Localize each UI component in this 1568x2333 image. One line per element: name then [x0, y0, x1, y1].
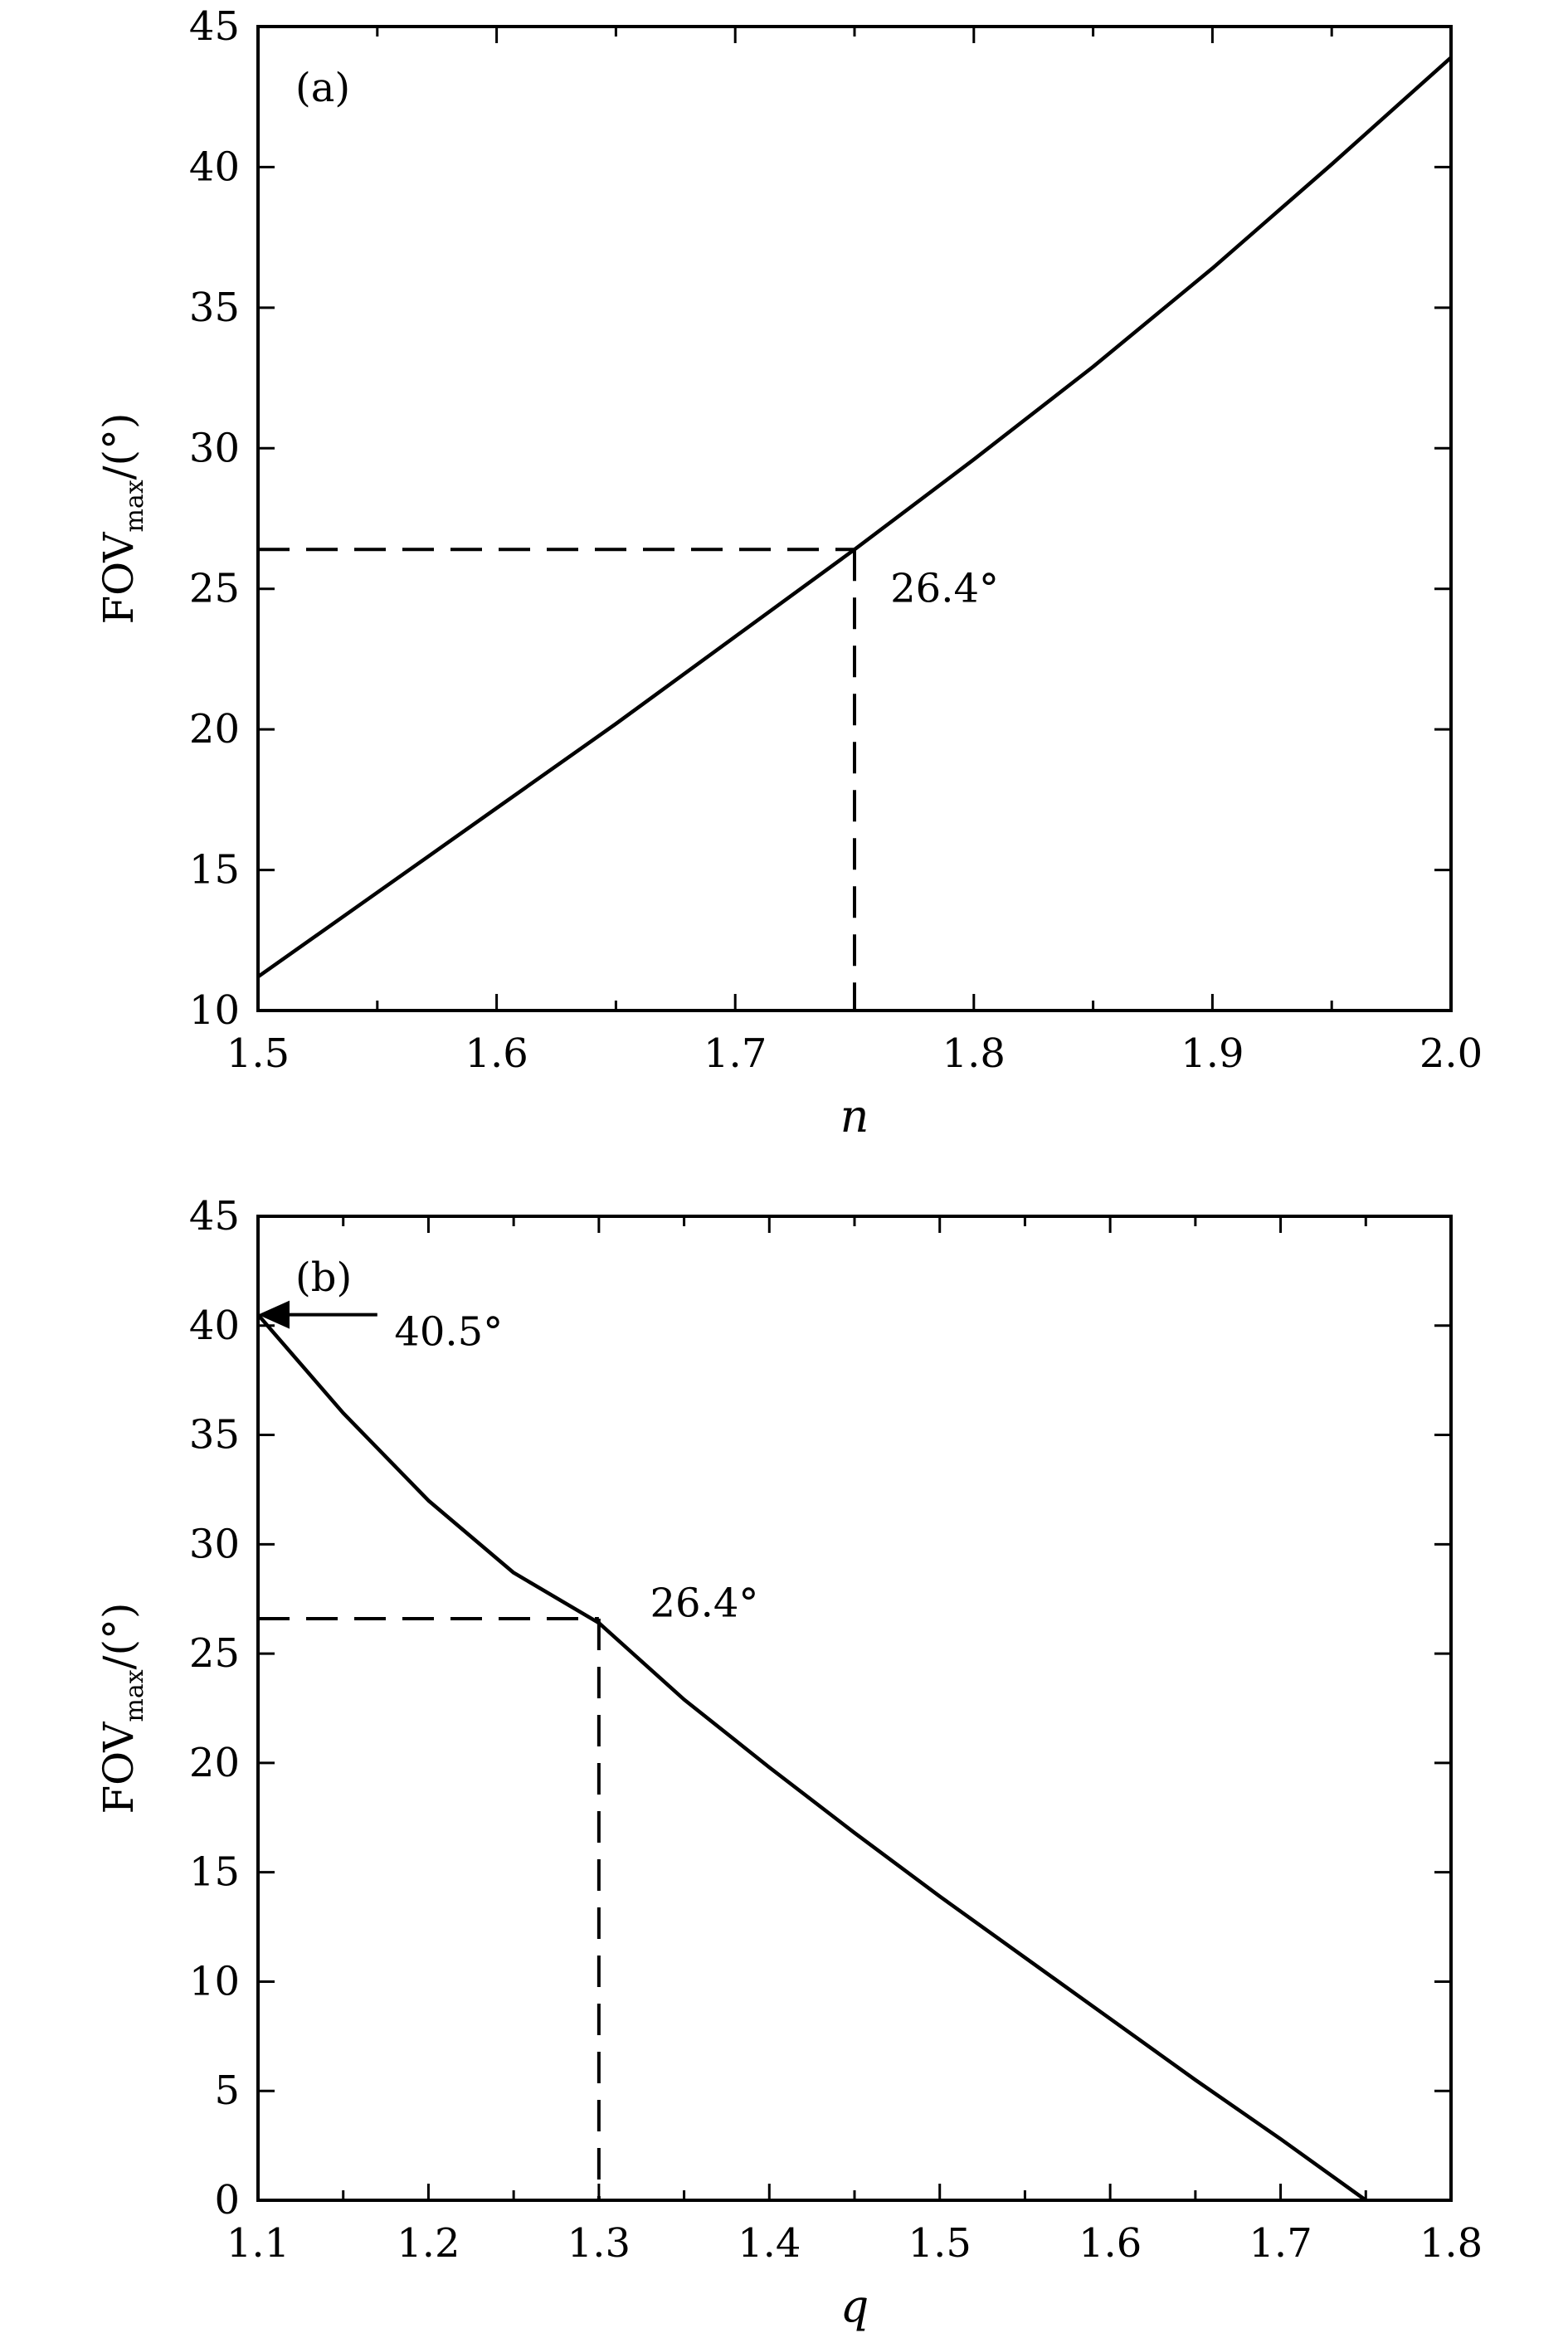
annotation-label: 26.4°	[650, 1580, 758, 1626]
y-tick-label: 10	[189, 987, 240, 1034]
panel-label: (b)	[295, 1254, 352, 1301]
x-tick-label: 1.8	[942, 1030, 1006, 1077]
x-tick-label: 1.5	[908, 2220, 971, 2267]
y-tick-label: 35	[189, 1412, 240, 1459]
y-axis-title-main: FOV	[95, 1722, 143, 1814]
annotation-label: 26.4°	[890, 566, 999, 612]
x-tick-label: 1.6	[1079, 2220, 1142, 2267]
x-tick-label: 1.4	[738, 2220, 801, 2267]
annotation-label: 40.5°	[394, 1309, 503, 1356]
y-tick-label: 30	[189, 1521, 240, 1567]
y-tick-label: 40	[189, 144, 240, 190]
y-axis-title-sub: max	[120, 1669, 149, 1722]
plot-frame	[256, 1215, 1453, 2202]
y-tick-label: 40	[189, 1303, 240, 1349]
y-axis-title: FOVmax/(°)	[95, 1602, 149, 1814]
y-axis-title-unit: /(°)	[95, 1602, 143, 1669]
y-axis-title-main: FOV	[95, 532, 143, 625]
y-tick-label: 25	[189, 1630, 240, 1677]
x-tick-label: 1.3	[567, 2220, 631, 2267]
x-tick-label: 1.2	[397, 2220, 460, 2267]
x-tick-label: 1.1	[226, 2220, 290, 2267]
y-axis-title-sub: max	[120, 480, 149, 532]
x-tick-label: 1.8	[1419, 2220, 1483, 2267]
x-tick-label: 2.0	[1419, 1030, 1483, 1077]
y-tick-label: 5	[214, 2068, 240, 2114]
panel-label: (a)	[295, 65, 350, 111]
y-tick-label: 0	[214, 2177, 240, 2223]
x-axis-title: n	[840, 1090, 869, 1142]
y-tick-label: 20	[189, 1740, 240, 1786]
x-tick-label: 1.7	[1249, 2220, 1312, 2267]
panel-a: 1.5 1.6 1.7 1.8 1.9 2.0 10 15 20 25 30 35 40 45 26.4° (…	[95, 3, 1483, 1142]
y-tick-label: 30	[189, 425, 240, 471]
x-tick-label: 1.7	[704, 1030, 767, 1077]
y-tick-label: 20	[189, 706, 240, 753]
y-axis-title: FOVmax/(°)	[95, 412, 149, 624]
series-line	[256, 56, 1453, 979]
x-tick-label: 1.9	[1181, 1030, 1244, 1077]
y-tick-label: 45	[189, 1193, 240, 1240]
y-tick-label: 15	[189, 847, 240, 894]
y-tick-label: 45	[189, 3, 240, 50]
arrow-head-icon	[258, 1300, 290, 1329]
series-line	[256, 1313, 1367, 2202]
panel-b: 1.1 1.2 1.3 1.4 1.5 1.6 1.7 1.8 0 5 10 15 20 25 30 35 40…	[95, 1193, 1483, 2332]
x-tick-label: 1.6	[465, 1030, 528, 1077]
y-tick-label: 25	[189, 566, 240, 612]
y-axis-title-unit: /(°)	[95, 412, 143, 480]
x-axis-title: q	[840, 2280, 869, 2332]
y-tick-label: 15	[189, 1849, 240, 1896]
y-tick-label: 35	[189, 285, 240, 331]
x-tick-label: 1.5	[226, 1030, 290, 1077]
y-tick-label: 10	[189, 1958, 240, 2004]
